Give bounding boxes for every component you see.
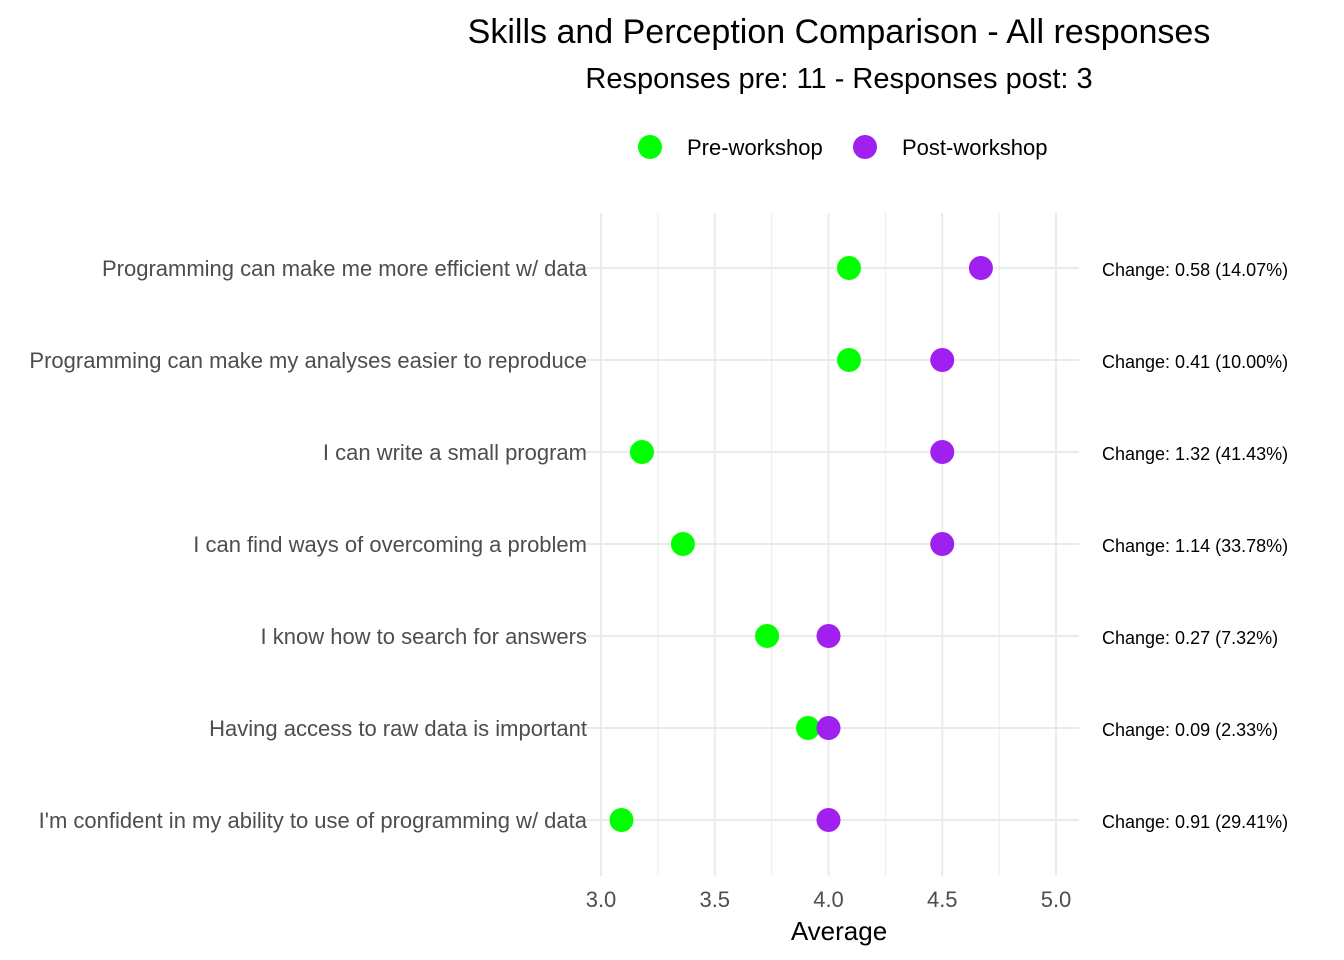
legend-label-post: Post-workshop [902,135,1048,160]
legend: Pre-workshop Post-workshop [638,135,1048,160]
change-label: Change: 0.41 (10.00%) [1102,352,1288,372]
pre-workshop-point [796,716,821,740]
pre-workshop-point [609,808,634,832]
x-tick-label: 4.5 [927,887,958,912]
post-workshop-point [816,624,841,648]
data-points [609,256,993,832]
y-axis-labels: Programming can make me more efficient w… [29,256,587,833]
post-workshop-point [930,348,955,372]
change-label: Change: 0.58 (14.07%) [1102,260,1288,280]
change-label: Change: 1.32 (41.43%) [1102,444,1288,464]
pre-workshop-point [755,624,780,648]
post-workshop-point [968,256,993,280]
y-axis-label: I can write a small program [323,440,587,465]
y-axis-label: I'm confident in my ability to use of pr… [39,808,588,833]
x-tick-label: 3.0 [586,887,617,912]
gridlines [578,213,1079,876]
change-label: Change: 1.14 (33.78%) [1102,536,1288,556]
y-axis-label: Having access to raw data is important [209,716,587,741]
legend-marker-pre [638,135,662,159]
x-tick-label: 3.5 [699,887,730,912]
x-axis-title: Average [791,916,887,946]
change-label: Change: 0.91 (29.41%) [1102,812,1288,832]
change-label: Change: 0.09 (2.33%) [1102,720,1278,740]
x-tick-label: 5.0 [1041,887,1072,912]
pre-workshop-point [836,348,861,372]
legend-label-pre: Pre-workshop [687,135,823,160]
x-tick-label: 4.0 [813,887,844,912]
y-axis-label: I can find ways of overcoming a problem [193,532,587,557]
post-workshop-point [930,440,955,464]
post-workshop-point [816,716,841,740]
pre-workshop-point [836,256,861,280]
pre-workshop-point [670,532,695,556]
change-annotations: Change: 0.58 (14.07%) Change: 0.41 (10.00… [1102,260,1288,832]
y-axis-label: I know how to search for answers [261,624,587,649]
post-workshop-point [930,532,955,556]
y-axis-label: Programming can make my analyses easier … [29,348,587,373]
legend-marker-post [853,135,877,159]
chart-subtitle: Responses pre: 11 - Responses post: 3 [585,63,1092,95]
pre-workshop-point [629,440,654,464]
chart-title: Skills and Perception Comparison - All r… [468,13,1211,51]
y-axis-label: Programming can make me more efficient w… [102,256,588,281]
post-workshop-point [816,808,841,832]
x-axis-ticks: 3.0 3.5 4.0 4.5 5.0 [586,887,1072,912]
change-label: Change: 0.27 (7.32%) [1102,628,1278,648]
